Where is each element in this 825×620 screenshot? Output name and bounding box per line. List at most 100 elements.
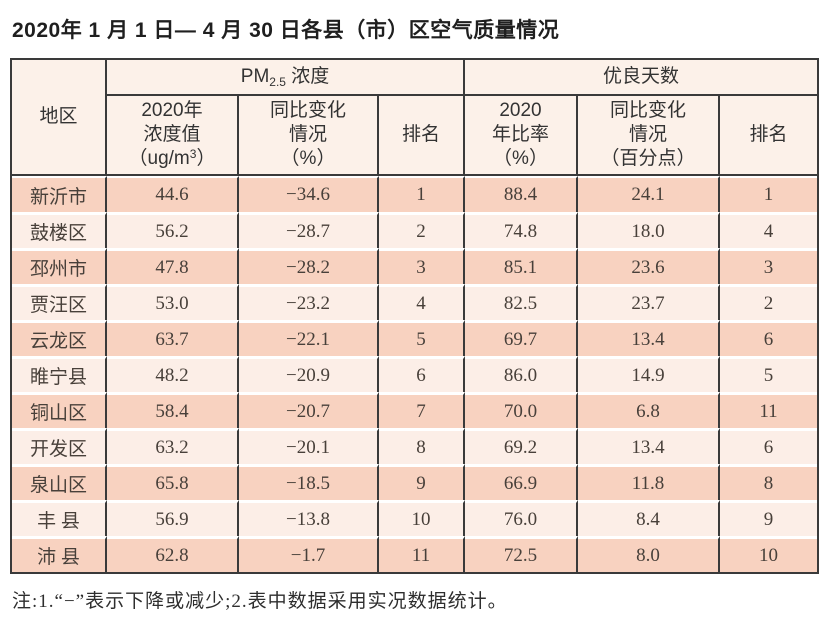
region-cell: 开发区	[12, 428, 107, 464]
region-cell: 贾汪区	[12, 284, 107, 320]
table-row: 新沂市 44.6 −34.6 1 88.4 24.1 1	[12, 176, 818, 212]
good-days-change-cell: 6.8	[578, 392, 720, 428]
table-row: 云龙区 63.7 −22.1 5 69.7 13.4 6	[12, 320, 818, 356]
pm-rank-cell: 1	[379, 176, 465, 212]
column-header-pm-change: 同比变化 情况 （%）	[239, 96, 379, 176]
pm-change-cell: −13.8	[239, 500, 379, 536]
pm-rank-cell: 8	[379, 428, 465, 464]
table-row: 泉山区 65.8 −18.5 9 66.9 11.8 8	[12, 464, 818, 500]
good-days-ratio-cell: 86.0	[465, 356, 578, 392]
region-cell: 铜山区	[12, 392, 107, 428]
good-days-rank-cell: 5	[720, 356, 818, 392]
table-row: 丰 县 56.9 −13.8 10 76.0 8.4 9	[12, 500, 818, 536]
good-days-change-cell: 24.1	[578, 176, 720, 212]
good-days-rank-cell: 6	[720, 428, 818, 464]
air-quality-table: 地区 PM2.5 浓度 优良天数 2020年 浓度值 （ug/m3） 同比变化 …	[10, 58, 820, 574]
pm-concentration-cell: 58.4	[107, 392, 239, 428]
good-days-ratio-cell: 82.5	[465, 284, 578, 320]
column-header-good-change: 同比变化 情况 （百分点）	[578, 96, 720, 176]
good-days-ratio-cell: 76.0	[465, 500, 578, 536]
pm-rank-cell: 4	[379, 284, 465, 320]
pm-change-cell: −34.6	[239, 176, 379, 212]
pm-change-cell: −20.7	[239, 392, 379, 428]
pm-rank-cell: 9	[379, 464, 465, 500]
region-cell: 云龙区	[12, 320, 107, 356]
table-row: 沛 县 62.8 −1.7 11 72.5 8.0 10	[12, 536, 818, 572]
good-days-change-cell: 23.6	[578, 248, 720, 284]
table-row: 邳州市 47.8 −28.2 3 85.1 23.6 3	[12, 248, 818, 284]
pm-change-cell: −18.5	[239, 464, 379, 500]
pm-rank-cell: 5	[379, 320, 465, 356]
pm-concentration-cell: 47.8	[107, 248, 239, 284]
pm-concentration-cell: 44.6	[107, 176, 239, 212]
good-days-ratio-cell: 72.5	[465, 536, 578, 572]
good-days-rank-cell: 9	[720, 500, 818, 536]
good-days-change-cell: 13.4	[578, 428, 720, 464]
pm-change-cell: −23.2	[239, 284, 379, 320]
pm-change-cell: −28.7	[239, 212, 379, 248]
column-group-pm25: PM2.5 浓度	[107, 60, 465, 96]
pm-change-cell: −28.2	[239, 248, 379, 284]
column-header-region: 地区	[12, 60, 107, 176]
pm-change-cell: −22.1	[239, 320, 379, 356]
header-sub-row: 2020年 浓度值 （ug/m3） 同比变化 情况 （%） 排名 2020 年比…	[12, 96, 818, 176]
region-cell: 鼓楼区	[12, 212, 107, 248]
page-title: 2020年 1 月 1 日— 4 月 30 日各县（市）区空气质量情况	[12, 19, 560, 42]
pm-rank-cell: 6	[379, 356, 465, 392]
region-cell: 泉山区	[12, 464, 107, 500]
pm-rank-cell: 11	[379, 536, 465, 572]
region-cell: 丰 县	[12, 500, 107, 536]
good-days-change-cell: 8.4	[578, 500, 720, 536]
region-cell: 沛 县	[12, 536, 107, 572]
region-cell: 睢宁县	[12, 356, 107, 392]
good-days-ratio-cell: 88.4	[465, 176, 578, 212]
pm-concentration-cell: 56.2	[107, 212, 239, 248]
column-header-good-ratio: 2020 年比率 （%）	[465, 96, 578, 176]
good-days-change-cell: 13.4	[578, 320, 720, 356]
pm-concentration-cell: 65.8	[107, 464, 239, 500]
table-body: 新沂市 44.6 −34.6 1 88.4 24.1 1 鼓楼区 56.2 −28.7 2 74.8 1…	[12, 176, 818, 572]
good-days-rank-cell: 1	[720, 176, 818, 212]
good-days-rank-cell: 10	[720, 536, 818, 572]
pm-rank-cell: 7	[379, 392, 465, 428]
footnote: 注:1.“−”表示下降或减少;2.表中数据采用实况数据统计。	[12, 591, 508, 612]
region-cell: 邳州市	[12, 248, 107, 284]
pm-concentration-cell: 48.2	[107, 356, 239, 392]
pm-concentration-cell: 63.2	[107, 428, 239, 464]
pm-rank-cell: 2	[379, 212, 465, 248]
pm-rank-cell: 10	[379, 500, 465, 536]
pm-concentration-cell: 56.9	[107, 500, 239, 536]
column-header-good-rank: 排名	[720, 96, 818, 176]
good-days-rank-cell: 6	[720, 320, 818, 356]
column-group-good-days: 优良天数	[465, 60, 818, 96]
good-days-rank-cell: 2	[720, 284, 818, 320]
pm-concentration-cell: 53.0	[107, 284, 239, 320]
good-days-ratio-cell: 85.1	[465, 248, 578, 284]
good-days-ratio-cell: 74.8	[465, 212, 578, 248]
good-days-rank-cell: 3	[720, 248, 818, 284]
column-header-pm-rank: 排名	[379, 96, 465, 176]
good-days-change-cell: 14.9	[578, 356, 720, 392]
table-row: 铜山区 58.4 −20.7 7 70.0 6.8 11	[12, 392, 818, 428]
good-days-change-cell: 8.0	[578, 536, 720, 572]
good-days-change-cell: 18.0	[578, 212, 720, 248]
table-row: 睢宁县 48.2 −20.9 6 86.0 14.9 5	[12, 356, 818, 392]
pm-concentration-cell: 62.8	[107, 536, 239, 572]
good-days-ratio-cell: 70.0	[465, 392, 578, 428]
pm-rank-cell: 3	[379, 248, 465, 284]
table-row: 鼓楼区 56.2 −28.7 2 74.8 18.0 4	[12, 212, 818, 248]
good-days-ratio-cell: 66.9	[465, 464, 578, 500]
good-days-change-cell: 11.8	[578, 464, 720, 500]
good-days-ratio-cell: 69.2	[465, 428, 578, 464]
pm25-subscript: 2.5	[269, 74, 286, 89]
column-header-pm-value: 2020年 浓度值 （ug/m3）	[107, 96, 239, 176]
region-cell: 新沂市	[12, 176, 107, 212]
pm-change-cell: −20.9	[239, 356, 379, 392]
unit-superscript: 3	[189, 146, 197, 161]
table-row: 开发区 63.2 −20.1 8 69.2 13.4 6	[12, 428, 818, 464]
pm-concentration-cell: 63.7	[107, 320, 239, 356]
good-days-rank-cell: 8	[720, 464, 818, 500]
table-row: 贾汪区 53.0 −23.2 4 82.5 23.7 2	[12, 284, 818, 320]
good-days-rank-cell: 11	[720, 392, 818, 428]
pm-change-cell: −20.1	[239, 428, 379, 464]
